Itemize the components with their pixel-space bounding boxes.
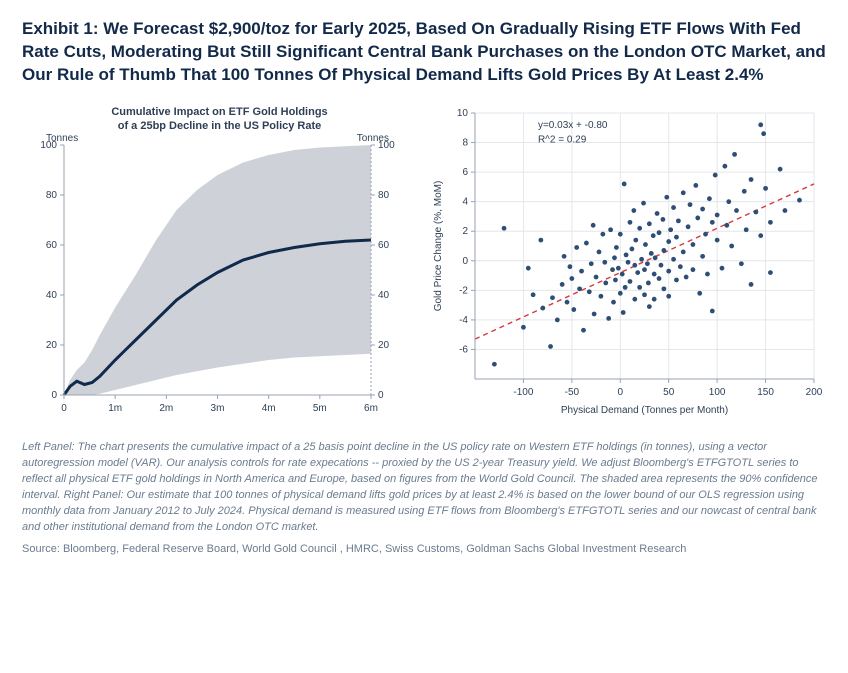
svg-text:0: 0 — [51, 390, 57, 401]
svg-text:y=0.03x + -0.80: y=0.03x + -0.80 — [538, 120, 608, 131]
svg-text:Cumulative Impact on ETF Gold: Cumulative Impact on ETF Gold Holdings — [111, 106, 327, 118]
svg-text:80: 80 — [378, 190, 390, 201]
right-chart-panel: -6 -4 -2 0 2 4 6 8 10 -100 -50 0 50 100 150 200 Physical… — [427, 101, 822, 426]
svg-text:R^2 = 0.29: R^2 = 0.29 — [538, 134, 587, 145]
svg-text:40: 40 — [46, 290, 58, 301]
svg-text:0: 0 — [462, 256, 468, 267]
svg-text:8: 8 — [462, 137, 468, 148]
svg-text:20: 20 — [46, 340, 58, 351]
svg-text:0: 0 — [378, 390, 384, 401]
svg-text:1m: 1m — [108, 403, 122, 414]
svg-text:0: 0 — [61, 403, 67, 414]
svg-text:6m: 6m — [364, 403, 378, 414]
exhibit-title: Exhibit 1: We Forecast $2,900/toz for Ea… — [22, 18, 826, 87]
svg-text:4: 4 — [462, 196, 468, 207]
svg-text:5m: 5m — [313, 403, 327, 414]
charts-row: Cumulative Impact on ETF Gold Holdings of… — [22, 101, 826, 426]
svg-text:20: 20 — [378, 340, 390, 351]
svg-text:2m: 2m — [159, 403, 173, 414]
source-text: Source: Bloomberg, Federal Reserve Board… — [22, 543, 826, 555]
svg-text:of a 25bp Decline in the US Po: of a 25bp Decline in the US Policy Rate — [118, 120, 322, 132]
svg-text:2: 2 — [462, 226, 468, 237]
svg-text:-2: -2 — [459, 285, 468, 296]
svg-text:80: 80 — [46, 190, 58, 201]
svg-text:-100: -100 — [513, 387, 533, 398]
svg-text:-50: -50 — [565, 387, 580, 398]
svg-text:4m: 4m — [262, 403, 276, 414]
svg-text:100: 100 — [709, 387, 726, 398]
svg-text:Tonnes: Tonnes — [46, 133, 78, 144]
svg-text:Tonnes: Tonnes — [357, 133, 389, 144]
right-chart-svg: -6 -4 -2 0 2 4 6 8 10 -100 -50 0 50 100 150 200 Physical… — [427, 101, 822, 421]
svg-text:-6: -6 — [459, 344, 468, 355]
left-chart-svg: Cumulative Impact on ETF Gold Holdings of… — [22, 101, 417, 421]
left-chart-panel: Cumulative Impact on ETF Gold Holdings of… — [22, 101, 417, 426]
svg-text:200: 200 — [806, 387, 822, 398]
svg-text:40: 40 — [378, 290, 390, 301]
svg-text:60: 60 — [378, 240, 390, 251]
svg-text:150: 150 — [757, 387, 774, 398]
footnote-text: Left Panel: The chart presents the cumul… — [22, 440, 826, 536]
svg-text:3m: 3m — [211, 403, 225, 414]
svg-text:10: 10 — [457, 108, 469, 119]
svg-text:0: 0 — [618, 387, 624, 398]
svg-text:Physical Demand (Tonnes per Mo: Physical Demand (Tonnes per Month) — [561, 405, 728, 416]
svg-text:Gold Price Change (%, MoM): Gold Price Change (%, MoM) — [433, 181, 444, 312]
svg-text:60: 60 — [46, 240, 58, 251]
svg-text:6: 6 — [462, 167, 468, 178]
svg-text:50: 50 — [663, 387, 675, 398]
svg-text:-4: -4 — [459, 315, 468, 326]
